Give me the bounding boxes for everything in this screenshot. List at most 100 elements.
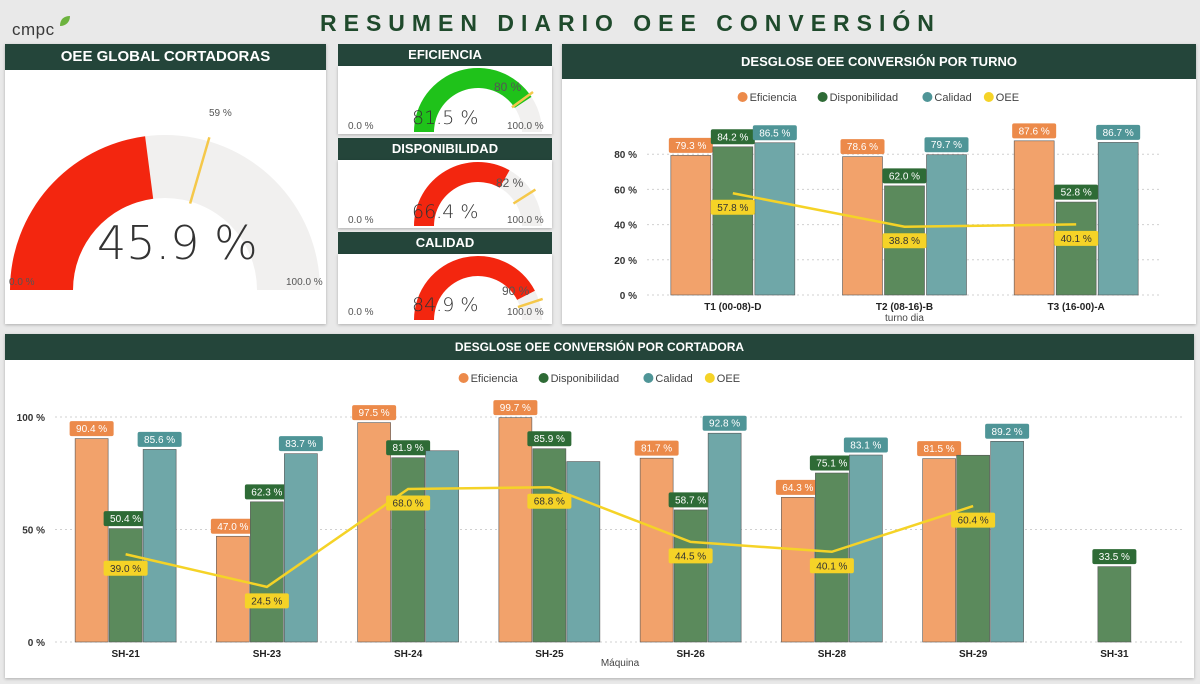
data-label-eficiencia-bg: [210, 518, 255, 534]
kpi-calidad-panel: 0.0 % 100.0 % 90 % 84.9 %: [338, 254, 552, 324]
x-tick-label: T1 (00-08)-D: [704, 302, 761, 313]
leaf-icon: [60, 16, 70, 26]
bar-disponibilidad: [956, 454, 990, 643]
oee-global-panel: OEE GLOBAL CORTADORAS 0.0 % 100.0 % 59 %…: [5, 44, 326, 324]
data-label-oee-bg: [882, 233, 927, 249]
bar-disponibilidad: [532, 448, 567, 643]
oee-global-gauge: [10, 135, 320, 290]
page-title: RESUMEN DIARIO OEE CONVERSIÓN: [320, 10, 941, 36]
eficiencia-value: 81.5 %: [412, 107, 479, 129]
y-tick-label: 20 %: [614, 256, 637, 267]
data-label-eficiencia-bg: [493, 400, 538, 416]
calidad-min-label: 0.0 %: [348, 307, 374, 318]
data-label-eficiencia: 78.6 %: [847, 142, 878, 153]
x-tick-label: SH-21: [111, 649, 140, 660]
data-label-calidad: 86.7 %: [1103, 128, 1134, 139]
kpi-gauge-2-target-marker: [517, 297, 544, 309]
disponibilidad-max-label: 100.0 %: [507, 215, 544, 226]
kpi-gauge-1-fill: [414, 161, 510, 226]
oee-global-gauge-fill: [10, 136, 154, 290]
data-label-calidad-bg: [752, 125, 797, 141]
x-tick-label: SH-29: [959, 649, 988, 660]
data-label-disponibilidad-bg: [668, 492, 713, 508]
legend-oee-label: OEE: [996, 92, 1019, 104]
legend-eficiencia-label: Eficiencia: [750, 92, 798, 104]
data-label-disponibilidad: 62.3 %: [251, 487, 282, 498]
calidad-target-label: 90 %: [502, 284, 530, 298]
data-label-calidad-bg: [1096, 124, 1141, 140]
oee-global-title: OEE GLOBAL CORTADORAS: [5, 44, 326, 70]
legend-eficiencia-marker: [737, 92, 748, 102]
data-label-oee-bg: [386, 495, 431, 511]
legend-oee-marker: [983, 92, 994, 102]
data-label-calidad-bg: [702, 415, 747, 431]
data-label-calidad-bg: [985, 423, 1030, 439]
bar-calidad: [754, 142, 796, 296]
legend-eficiencia-marker: [458, 373, 469, 383]
disponibilidad-target-label: 82 %: [496, 176, 524, 190]
data-label-disponibilidad-bg: [244, 484, 289, 500]
data-label-oee: 60.4 %: [958, 516, 989, 527]
data-label-oee-bg: [668, 548, 713, 564]
legend-oee-marker: [704, 373, 715, 383]
bar-disponibilidad: [1097, 566, 1132, 643]
y-tick-label: 50 %: [22, 526, 45, 537]
data-label-oee: 40.1 %: [816, 561, 847, 572]
data-label-eficiencia-bg: [775, 479, 820, 495]
x-axis-title: turno dia: [885, 313, 924, 324]
data-label-eficiencia: 81.5 %: [924, 444, 955, 455]
data-label-oee-bg: [710, 199, 755, 215]
data-label-oee: 38.8 %: [889, 236, 920, 247]
data-label-calidad-bg: [843, 437, 888, 453]
data-label-oee-bg: [244, 593, 289, 609]
bar-eficiencia: [842, 156, 883, 296]
data-label-eficiencia: 81.7 %: [641, 444, 672, 455]
x-axis-title: Máquina: [601, 658, 640, 669]
oee-global-value: 45.9 %: [97, 216, 258, 270]
data-label-disponibilidad-bg: [1092, 549, 1137, 565]
oee-line: [732, 192, 1077, 228]
data-label-oee: 68.8 %: [534, 497, 565, 508]
x-tick-label: SH-28: [818, 649, 847, 660]
data-label-eficiencia-bg: [69, 421, 114, 437]
kpi-title-disponibilidad: DISPONIBILIDAD: [338, 138, 552, 160]
calidad-gauge: [414, 256, 544, 320]
data-label-eficiencia: 99.7 %: [500, 403, 531, 414]
data-label-eficiencia-bg: [668, 137, 713, 153]
data-label-disponibilidad-bg: [103, 511, 148, 527]
bar-disponibilidad: [815, 472, 849, 643]
oee-global-max-label: 100.0 %: [286, 277, 323, 288]
bar-disponibilidad: [250, 501, 284, 643]
data-label-eficiencia: 97.5 %: [359, 408, 390, 419]
cortadora-chart-panel: DESGLOSE OEE CONVERSIÓN POR CORTADORA Ef…: [5, 334, 1194, 678]
data-label-eficiencia: 79.3 %: [675, 141, 706, 152]
data-label-oee: 57.8 %: [717, 203, 748, 214]
eficiencia-max-label: 100.0 %: [507, 121, 544, 132]
bar-disponibilidad: [1055, 201, 1097, 296]
legend-oee-label: OEE: [717, 373, 740, 385]
data-label-eficiencia-bg: [352, 405, 397, 421]
data-label-calidad: 83.1 %: [850, 441, 881, 452]
data-label-disponibilidad: 75.1 %: [816, 459, 847, 470]
calidad-value: 84.9 %: [412, 294, 479, 316]
data-label-disponibilidad-bg: [710, 129, 755, 145]
x-tick-label: SH-31: [1100, 649, 1129, 660]
bar-calidad: [849, 454, 883, 643]
legend-calidad-marker: [643, 373, 654, 383]
cortadora-chart: Eficiencia Disponibilidad Calidad OEE 0 % 50 …: [17, 373, 1185, 669]
eficiencia-target-label: 80 %: [494, 80, 522, 94]
legend-disponibilidad-label: Disponibilidad: [830, 92, 899, 104]
data-label-calidad: 86.5 %: [759, 128, 790, 139]
data-label-disponibilidad: 84.2 %: [717, 132, 748, 143]
bar-calidad: [990, 441, 1024, 643]
x-tick-label: SH-26: [676, 649, 705, 660]
bar-eficiencia: [922, 458, 956, 643]
eficiencia-gauge: [414, 68, 542, 132]
bar-eficiencia: [639, 457, 674, 643]
data-label-oee-bg: [103, 560, 148, 576]
bar-eficiencia: [1013, 140, 1055, 296]
oee-global-gauge-target-marker: [188, 136, 211, 204]
data-label-disponibilidad-bg: [386, 440, 431, 456]
data-label-eficiencia: 90.4 %: [76, 424, 107, 435]
cortadora-chart-title: DESGLOSE OEE CONVERSIÓN POR CORTADORA: [5, 334, 1194, 360]
